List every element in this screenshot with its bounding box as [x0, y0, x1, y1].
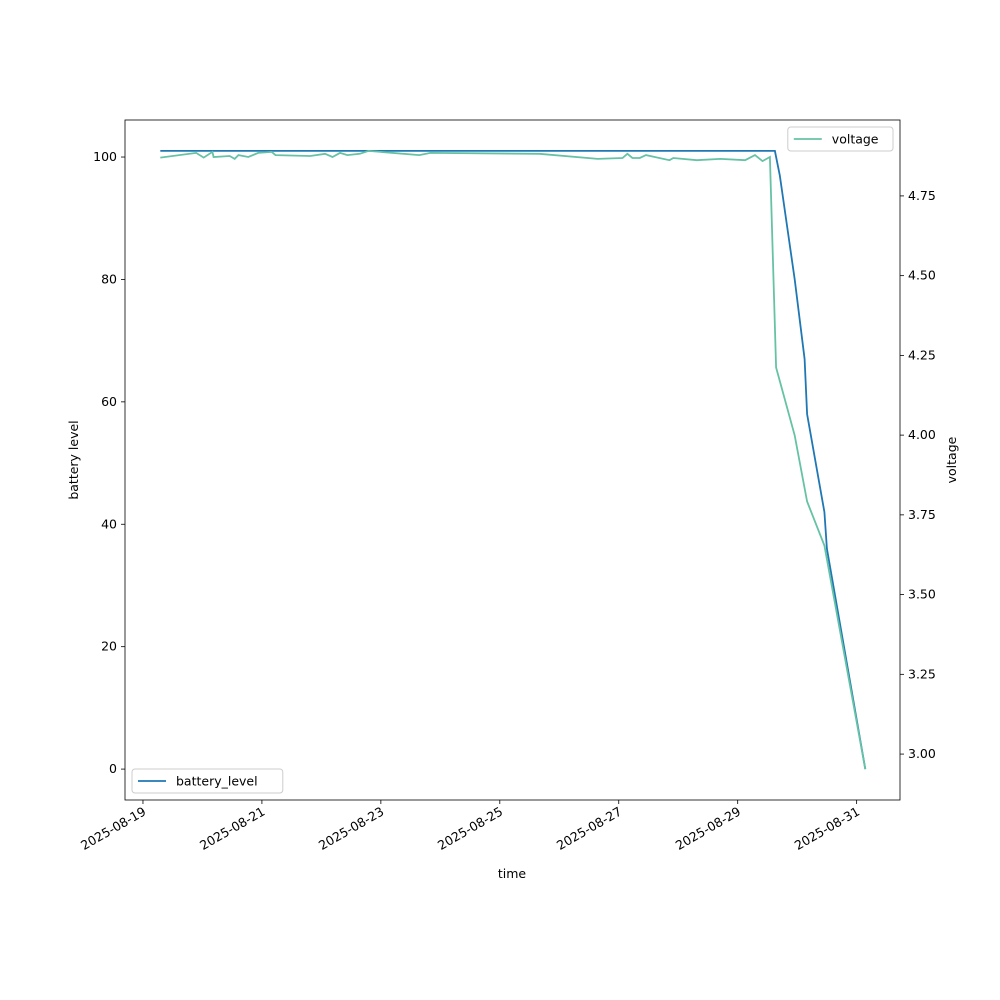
- x-tick-label: 2025-08-31: [792, 804, 862, 853]
- x-tick-label: 2025-08-29: [673, 804, 743, 853]
- plot-frame: [124, 119, 901, 801]
- legend-box: [787, 126, 894, 152]
- y-tick-label: 40: [101, 516, 117, 531]
- x-tick-label: 2025-08-23: [316, 804, 386, 853]
- y2-tick-label: 3.25: [908, 666, 936, 681]
- y2-tick-label: 4.25: [908, 347, 936, 362]
- y2-tick-label: 4.00: [908, 427, 936, 442]
- y-axis-label: battery level: [66, 420, 81, 499]
- y2-axis-label: voltage: [944, 436, 959, 483]
- y-tick-label: 100: [93, 149, 117, 164]
- legend-label: voltage: [832, 132, 879, 147]
- y-tick-label: 60: [101, 394, 117, 409]
- x-tick-label: 2025-08-21: [197, 804, 267, 853]
- x-axis-label: time: [498, 866, 527, 881]
- x-tick-label: 2025-08-27: [554, 804, 624, 853]
- y2-tick-label: 4.50: [908, 268, 936, 283]
- y-tick-label: 80: [101, 271, 117, 286]
- legend-box: [131, 768, 284, 794]
- y2-tick-label: 3.75: [908, 507, 936, 522]
- line: [160, 149, 867, 770]
- legend-label: battery_level: [176, 774, 258, 789]
- x-tick-label: 2025-08-19: [78, 804, 148, 853]
- y-tick-label: 0: [109, 761, 117, 776]
- y2-tick-label: 3.00: [908, 746, 936, 761]
- y2-tick-label: 4.75: [908, 188, 936, 203]
- y2-tick-label: 3.50: [908, 587, 936, 602]
- y-tick-label: 20: [101, 639, 117, 654]
- x-tick-label: 2025-08-25: [435, 804, 505, 853]
- line: [160, 149, 867, 770]
